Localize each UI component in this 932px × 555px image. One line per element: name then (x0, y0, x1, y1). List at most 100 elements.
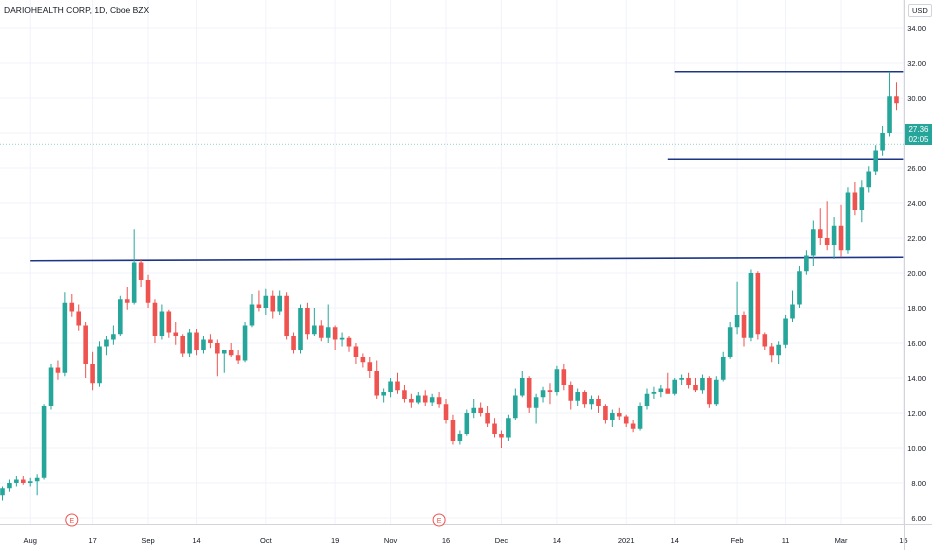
candle-body (894, 96, 899, 104)
candle-body (741, 315, 747, 338)
last-price-tag: 27.36 02:05 (905, 124, 932, 145)
candle-body (27, 481, 33, 483)
candle-body (575, 392, 580, 401)
candle-body (242, 325, 248, 361)
candle-body (568, 385, 574, 401)
y-tick-label: 34.00 (907, 24, 926, 33)
x-tick-label: 14 (192, 536, 200, 545)
candle-body (55, 367, 61, 373)
candle-body (360, 357, 366, 363)
candle-body (353, 346, 359, 357)
candle-body (104, 339, 109, 347)
candle-body (485, 413, 490, 424)
candle-body (596, 399, 601, 406)
x-tick-label: Nov (384, 536, 398, 545)
candle-body (263, 295, 269, 308)
candle-body (838, 225, 844, 251)
y-tick-label: 30.00 (907, 94, 926, 103)
candle-body (298, 308, 303, 350)
candle-body (41, 406, 47, 478)
candle-body (651, 392, 657, 394)
candle-body (48, 367, 54, 406)
x-tick-label: 14 (671, 536, 679, 545)
candle-body (623, 416, 629, 424)
candle-body (630, 423, 636, 429)
candle-body (672, 379, 678, 394)
candle-body (0, 488, 5, 496)
candle-body (416, 395, 421, 403)
candle-body (464, 413, 470, 434)
y-tick-label: 24.00 (907, 199, 926, 208)
candle-body (409, 399, 414, 403)
candle-body (506, 418, 511, 438)
y-tick-label: 8.00 (911, 479, 926, 488)
candle-body (450, 420, 456, 441)
candle-body (367, 362, 373, 371)
bar-countdown: 02:05 (908, 135, 929, 144)
candle-body (208, 339, 213, 343)
candle-body (554, 369, 560, 392)
candle-body (880, 133, 885, 151)
candle-body (97, 346, 102, 384)
candle-body (755, 273, 761, 335)
candle-body (811, 229, 816, 256)
y-tick-label: 20.00 (907, 269, 926, 278)
candle-body (436, 397, 442, 405)
earnings-marker (432, 513, 446, 527)
currency-button[interactable]: USD (908, 4, 932, 17)
y-tick-label: 12.00 (907, 409, 926, 418)
x-tick-label: Dec (495, 536, 509, 545)
candle-body (291, 336, 296, 350)
candle-body (159, 311, 165, 336)
candle-body (547, 390, 553, 392)
candle-body (20, 479, 26, 483)
candle-body (256, 304, 262, 308)
candle-body (603, 406, 608, 420)
candle-body (62, 302, 68, 373)
candle-body (312, 325, 317, 335)
candle-body (221, 350, 227, 354)
candle-body (173, 332, 179, 336)
candle-body (679, 378, 684, 380)
candle-body (270, 295, 276, 312)
candle-body (658, 388, 664, 392)
candle-body (284, 295, 289, 336)
candle-body (277, 295, 282, 312)
candle-body (76, 311, 82, 326)
candle-body (118, 299, 123, 335)
candle-body (519, 378, 525, 396)
candle-body (713, 379, 719, 405)
candle-body (325, 327, 331, 338)
candle-body (429, 397, 435, 403)
candle-body (776, 344, 781, 356)
candle-body (727, 327, 733, 357)
candle-body (783, 318, 788, 345)
x-tick-label: 2021 (618, 536, 635, 545)
candle-body (138, 262, 144, 280)
candle-body (665, 388, 671, 394)
earnings-marker-label: E (69, 518, 74, 525)
candle-body (533, 397, 539, 408)
x-tick-label: Sep (141, 536, 154, 545)
candle-body (374, 371, 380, 396)
candle-body (866, 171, 872, 188)
candle-body (831, 225, 837, 245)
y-tick-label: 16.00 (907, 339, 926, 348)
candle-body (381, 392, 386, 396)
candle-body (180, 336, 185, 354)
candle-body (471, 407, 477, 413)
candle-body (700, 378, 705, 391)
candle-body (804, 255, 809, 272)
x-tick-label: 16 (442, 536, 450, 545)
candle-body (34, 477, 40, 482)
candle-body (693, 385, 698, 391)
candle-body (616, 413, 622, 417)
x-tick-label: 11 (782, 536, 790, 545)
candle-body (492, 423, 497, 434)
y-tick-label: 14.00 (907, 374, 926, 383)
candle-body (346, 337, 352, 347)
candle-body (644, 393, 650, 406)
candle-body (797, 271, 802, 305)
